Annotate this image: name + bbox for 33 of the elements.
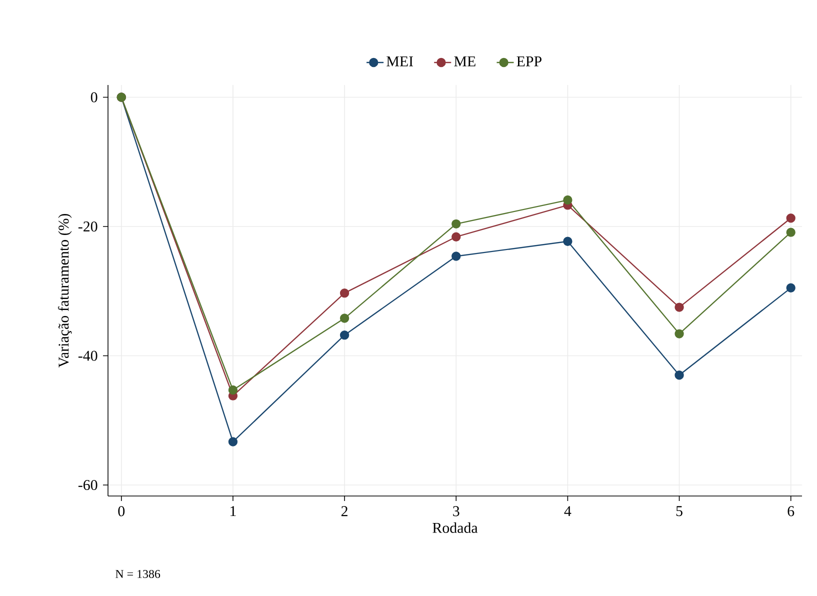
x-tick-label: 2	[341, 506, 348, 516]
point	[228, 437, 238, 446]
legend-label: EPP	[516, 56, 542, 66]
x-tick-label: 1	[230, 506, 236, 516]
y-tick-label: -40	[78, 350, 98, 361]
legend-label: ME	[454, 56, 476, 66]
legend-label: MEI	[386, 56, 414, 66]
y-tick-label: 0	[90, 92, 98, 102]
point	[786, 228, 796, 237]
x-tick-label: 4	[564, 506, 572, 516]
point	[786, 214, 796, 223]
point	[340, 330, 350, 340]
y-axis-title: Variação faturamento (%)	[58, 214, 72, 368]
point	[674, 370, 684, 380]
x-tick-label: 3	[453, 506, 460, 516]
x-tick-label: 0	[118, 506, 125, 516]
x-tick-label: 5	[676, 506, 682, 516]
point	[452, 232, 461, 242]
point	[786, 283, 796, 293]
y-tick-label: -60	[78, 480, 98, 490]
y-tick-label: -20	[78, 221, 98, 232]
point	[452, 219, 461, 229]
point	[340, 314, 350, 323]
point	[563, 195, 572, 205]
point	[563, 236, 572, 246]
point	[674, 302, 684, 312]
point	[674, 329, 684, 338]
point	[228, 385, 238, 395]
point	[452, 252, 461, 261]
x-axis-title: Rodada	[432, 522, 478, 533]
text: N = 1386	[116, 570, 160, 578]
point	[340, 288, 350, 298]
x-tick-label: 6	[788, 506, 794, 516]
